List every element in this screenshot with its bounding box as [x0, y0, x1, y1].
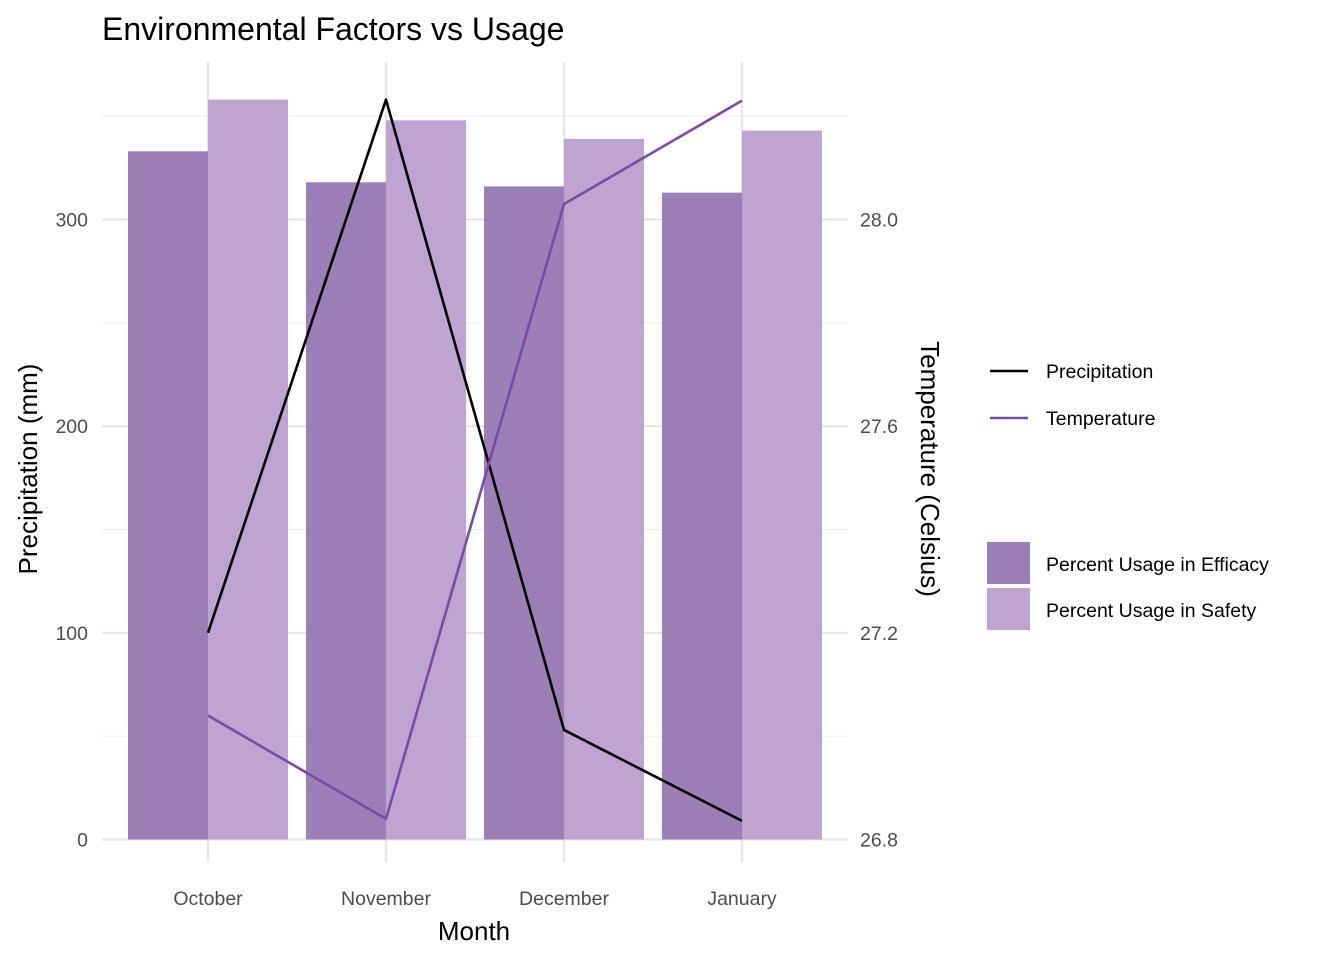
- bar-percent-usage-in-safety-december: [564, 138, 644, 840]
- x-tick-label: November: [341, 888, 431, 910]
- legend-label: Percent Usage in Efficacy: [1046, 554, 1269, 576]
- x-axis-title: Month: [438, 916, 510, 946]
- y-axis-title: Precipitation (mm): [13, 364, 43, 575]
- bar-percent-usage-in-safety-november: [386, 120, 466, 840]
- y2-tick-label: 27.6: [860, 416, 898, 438]
- y2-tick-label: 28.0: [860, 210, 898, 232]
- bar-percent-usage-in-efficacy-december: [484, 186, 564, 840]
- y2-tick-label: 26.8: [860, 830, 898, 852]
- bars: [128, 99, 822, 840]
- y-tick-label: 100: [55, 623, 88, 645]
- y-tick-label: 300: [55, 210, 88, 232]
- tick-labels: 0 100 200 300 26.8 27.2 27.6 28.0 October Novembe…: [55, 210, 898, 911]
- line-precipitation: [206, 98, 743, 823]
- y2-tick-label: 27.2: [860, 623, 898, 645]
- bar-percent-usage-in-efficacy-january: [662, 192, 742, 840]
- bar-percent-usage-in-safety-october: [208, 99, 288, 840]
- chart-title: Environmental Factors vs Usage: [102, 11, 564, 47]
- legend-key-percent-usage-in-efficacy: [987, 542, 1030, 584]
- lines: [206, 98, 743, 823]
- x-tick-label: October: [173, 888, 243, 910]
- bar-percent-usage-in-safety-january: [742, 130, 822, 840]
- x-tick-label: January: [707, 888, 777, 910]
- legend-label: Temperature: [1046, 408, 1155, 430]
- line-temperature: [207, 99, 743, 821]
- legend: Precipitation Temperature Percent Usage in…: [987, 361, 1269, 630]
- y-tick-label: 0: [77, 830, 88, 852]
- y-tick-label: 200: [55, 416, 88, 438]
- legend-label: Percent Usage in Safety: [1046, 600, 1257, 622]
- y2-axis-title: Temperature (Celsius): [915, 341, 945, 597]
- bar-percent-usage-in-efficacy-october: [128, 151, 208, 840]
- x-tick-label: December: [519, 888, 609, 910]
- bar-percent-usage-in-efficacy-november: [306, 182, 386, 840]
- legend-label: Precipitation: [1046, 361, 1153, 383]
- legend-key-percent-usage-in-safety: [987, 588, 1030, 630]
